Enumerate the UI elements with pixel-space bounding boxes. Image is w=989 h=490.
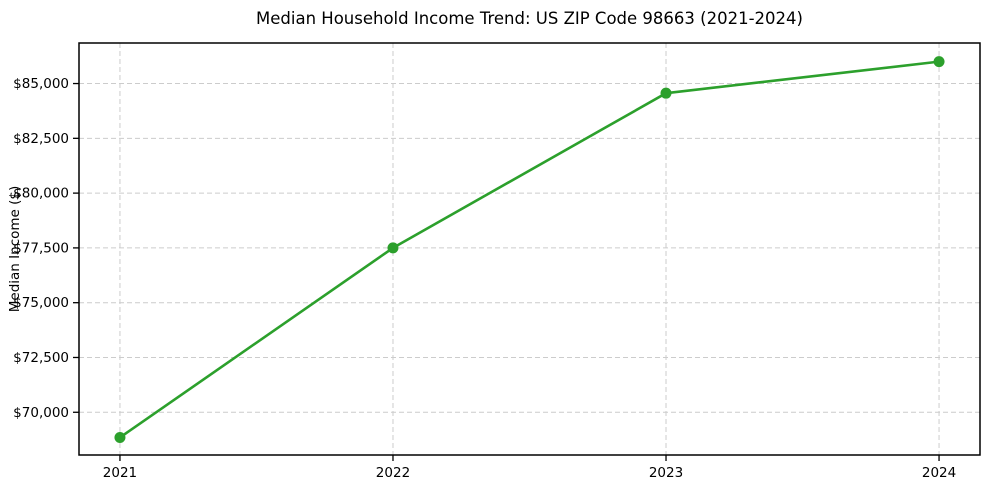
chart-title: Median Household Income Trend: US ZIP Co… bbox=[256, 9, 803, 28]
y-tick-label: $70,000 bbox=[13, 405, 69, 421]
y-tick-label: $72,500 bbox=[13, 350, 69, 366]
y-axis-label: Median Income ($) bbox=[7, 185, 23, 313]
y-tick-label: $77,500 bbox=[13, 240, 69, 256]
plot-border bbox=[78, 42, 981, 456]
x-tick-label: 2023 bbox=[649, 465, 683, 481]
data-point-2023 bbox=[660, 87, 672, 99]
data-point-2021 bbox=[114, 431, 126, 443]
data-point-2024 bbox=[933, 56, 945, 68]
x-tick-label: 2021 bbox=[103, 465, 137, 481]
y-tick-label: $82,500 bbox=[13, 131, 69, 147]
axes: $70,000 $72,500 $75,000 $77,500 $80,000 $82,5… bbox=[13, 42, 981, 481]
data-point-2022 bbox=[387, 242, 399, 254]
x-tick-label: 2024 bbox=[922, 465, 956, 481]
y-tick-label: $85,000 bbox=[13, 76, 69, 92]
y-tick-label: $75,000 bbox=[13, 295, 69, 311]
data-series bbox=[114, 56, 945, 443]
trend-line bbox=[119, 60, 940, 439]
y-tick-label: $80,000 bbox=[13, 186, 69, 202]
gridlines bbox=[79, 43, 980, 455]
x-tick-label: 2022 bbox=[376, 465, 410, 481]
